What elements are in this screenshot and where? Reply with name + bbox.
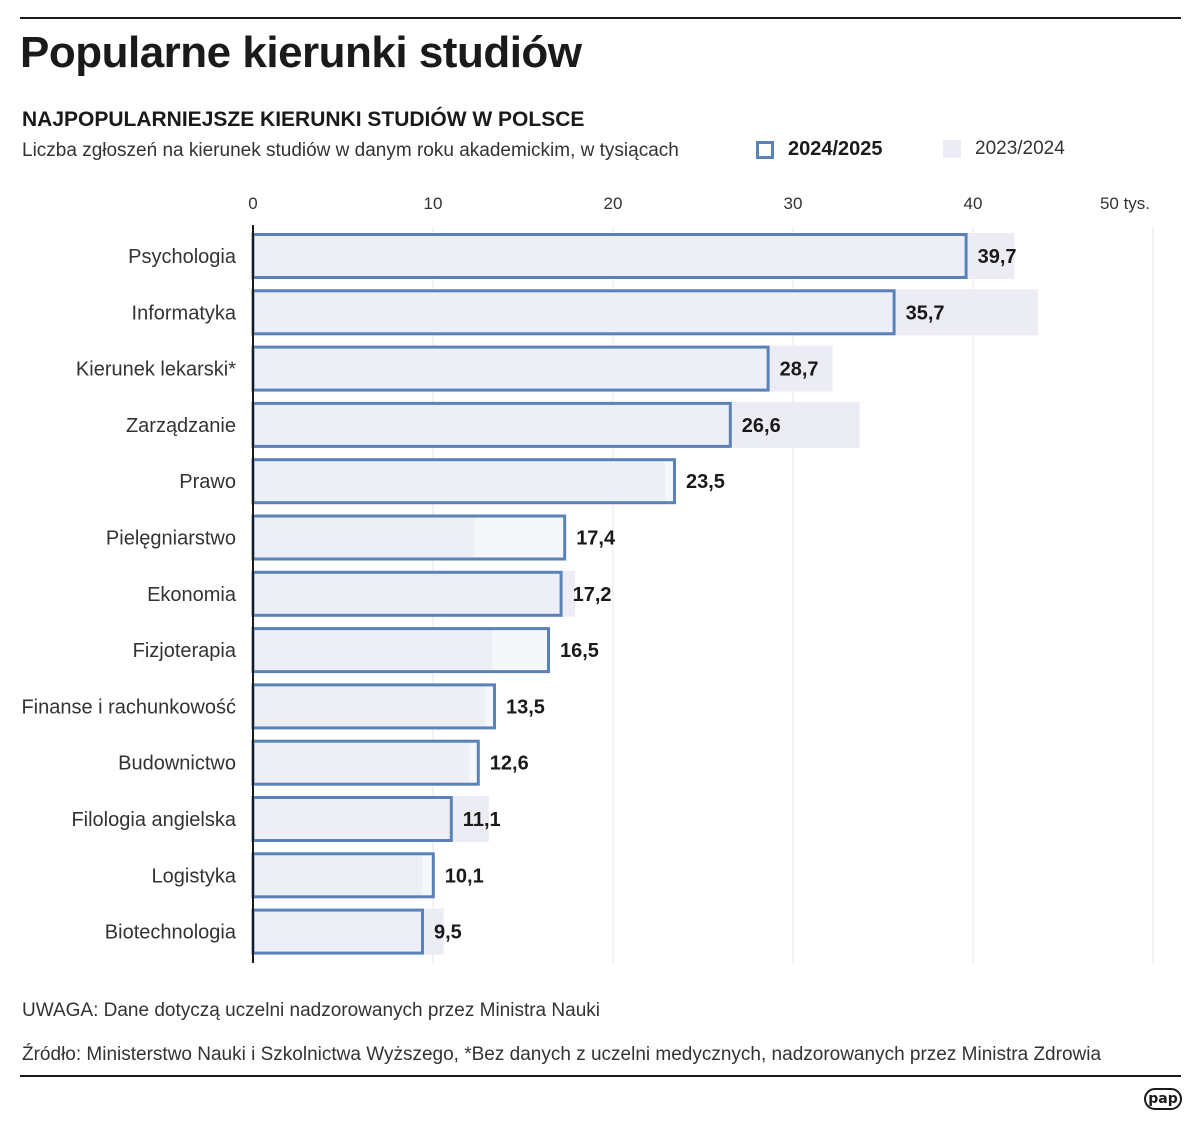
category-label: Finanse i rachunkowość: [21, 696, 236, 718]
pap-logo: pap: [1144, 1088, 1182, 1110]
category-label: Zarządzanie: [126, 415, 236, 437]
legend-item-previous: 2023/2024: [943, 138, 1065, 160]
value-label: 11,1: [463, 809, 501, 831]
legend-label-current: 2024/2025: [788, 138, 883, 160]
bar-current: [251, 796, 453, 842]
value-label: 16,5: [560, 640, 599, 662]
bar-current: [251, 739, 480, 786]
top-rule: [20, 17, 1181, 19]
bar-current: [251, 289, 896, 336]
value-label: 39,7: [978, 246, 1017, 268]
x-tick-label: 20: [604, 194, 623, 213]
x-tick-label: 40: [964, 194, 983, 213]
bottom-rule: [20, 1075, 1181, 1077]
value-label: 9,5: [434, 922, 462, 944]
bar-current: [251, 401, 732, 448]
category-label: Kierunek lekarski*: [76, 359, 236, 381]
category-label: Fizjoterapia: [133, 640, 237, 662]
bar-current: [251, 514, 567, 561]
value-label: 10,1: [445, 865, 484, 887]
category-label: Logistyka: [152, 865, 237, 887]
bar-current: [251, 570, 563, 617]
value-label: 26,6: [742, 415, 781, 437]
bar-current: [251, 852, 435, 899]
chart-subtitle: NAJPOPULARNIEJSZE KIERUNKI STUDIÓW W POL…: [22, 108, 585, 131]
category-label: Informatyka: [132, 302, 237, 324]
legend-item-current: 2024/2025: [756, 138, 883, 161]
category-label: Pielęgniarstwo: [106, 528, 236, 550]
value-label: 23,5: [686, 471, 725, 493]
bar-current: [251, 233, 968, 279]
value-label: 17,2: [573, 584, 612, 606]
bar-current: [251, 683, 496, 730]
value-label: 17,4: [576, 528, 616, 550]
footer-source: Źródło: Ministerstwo Nauki i Szkolnictwa…: [22, 1044, 1102, 1065]
footer-note: UWAGA: Dane dotyczą uczelni nadzorowanyc…: [22, 1000, 600, 1021]
x-tick-label: 30: [784, 194, 803, 213]
x-tick-label: 0: [248, 194, 257, 213]
x-tick-label: 50 tys.: [1100, 194, 1150, 213]
value-label: 12,6: [490, 753, 529, 775]
category-label: Prawo: [179, 471, 236, 493]
category-label: Ekonomia: [147, 584, 237, 606]
value-label: 13,5: [506, 696, 545, 718]
category-label: Biotechnologia: [105, 922, 237, 944]
value-label: 35,7: [906, 302, 945, 324]
category-label: Psychologia: [128, 246, 237, 268]
legend-swatch-current: [756, 140, 774, 159]
bar-current: [251, 458, 676, 505]
bar-chart: 0 10 20 30 40 50 tys. Psychologia 39,7 Informaty…: [21, 194, 1154, 963]
x-tick-label: 10: [424, 194, 443, 213]
chart-title: Popularne kierunki studiów: [20, 28, 582, 77]
legend-label-previous: 2023/2024: [975, 138, 1065, 159]
category-label: Filologia angielska: [71, 809, 236, 831]
chart-description: Liczba zgłoszeń na kierunek studiów w da…: [22, 140, 679, 161]
bar-current: [251, 908, 424, 955]
value-label: 28,7: [780, 359, 819, 381]
bar-current: [251, 627, 550, 674]
legend-swatch-previous: [943, 140, 961, 158]
category-label: Budownictwo: [118, 753, 236, 775]
bar-current: [251, 345, 770, 392]
